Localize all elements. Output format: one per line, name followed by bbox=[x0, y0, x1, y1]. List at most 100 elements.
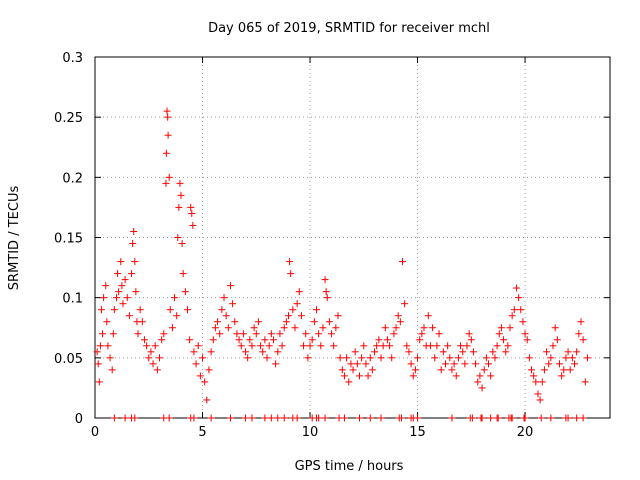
baseline-point bbox=[121, 414, 129, 422]
data-point bbox=[183, 306, 191, 314]
data-point bbox=[375, 336, 383, 344]
data-point bbox=[287, 270, 295, 278]
data-point bbox=[545, 360, 553, 368]
data-point bbox=[117, 258, 125, 266]
data-point bbox=[454, 354, 462, 362]
data-point bbox=[381, 324, 389, 332]
data-point bbox=[439, 348, 447, 356]
data-point bbox=[269, 336, 277, 344]
data-point bbox=[322, 288, 330, 296]
data-point bbox=[442, 360, 450, 368]
data-point bbox=[114, 270, 122, 278]
data-point bbox=[323, 294, 331, 302]
data-point bbox=[282, 318, 290, 326]
data-point bbox=[429, 324, 437, 332]
data-point bbox=[377, 354, 385, 362]
data-point bbox=[437, 366, 445, 374]
data-point bbox=[573, 348, 581, 356]
data-point bbox=[500, 336, 508, 344]
data-point bbox=[517, 306, 525, 314]
data-point bbox=[129, 240, 137, 248]
data-point bbox=[233, 330, 241, 338]
baseline-point bbox=[579, 414, 587, 422]
data-point bbox=[398, 258, 406, 266]
data-point bbox=[216, 330, 224, 338]
data-point bbox=[134, 330, 142, 338]
y-tick-label: 0.2 bbox=[62, 171, 83, 186]
data-point bbox=[175, 203, 183, 211]
data-point bbox=[508, 312, 516, 320]
data-point bbox=[562, 354, 570, 362]
data-point bbox=[297, 312, 305, 320]
baseline-point bbox=[226, 414, 234, 422]
data-point bbox=[168, 324, 176, 332]
data-point bbox=[220, 294, 228, 302]
data-point bbox=[201, 378, 209, 386]
baseline-point bbox=[487, 414, 495, 422]
data-point bbox=[558, 372, 566, 380]
baseline-point bbox=[165, 414, 173, 422]
data-point bbox=[211, 324, 219, 332]
data-point bbox=[392, 324, 400, 332]
data-point bbox=[291, 324, 299, 332]
data-point bbox=[355, 372, 363, 380]
data-point bbox=[340, 372, 348, 380]
data-point bbox=[452, 372, 460, 380]
data-point bbox=[450, 360, 458, 368]
data-point bbox=[411, 366, 419, 374]
data-point bbox=[330, 342, 338, 350]
data-point bbox=[551, 324, 559, 332]
data-point bbox=[138, 318, 146, 326]
data-point bbox=[487, 372, 495, 380]
data-point bbox=[171, 294, 179, 302]
data-point bbox=[95, 378, 103, 386]
data-point bbox=[338, 366, 346, 374]
data-point bbox=[510, 306, 518, 314]
data-point bbox=[239, 330, 247, 338]
data-point bbox=[235, 336, 243, 344]
x-tick-label: 5 bbox=[198, 425, 206, 440]
data-point bbox=[261, 336, 269, 344]
data-point bbox=[536, 396, 544, 404]
data-point bbox=[321, 276, 329, 284]
data-point bbox=[345, 378, 353, 386]
data-point bbox=[358, 354, 366, 362]
data-point bbox=[416, 336, 424, 344]
data-point bbox=[104, 342, 112, 350]
baseline-point bbox=[131, 414, 139, 422]
data-point bbox=[519, 318, 527, 326]
data-point bbox=[549, 342, 557, 350]
data-point bbox=[162, 179, 170, 187]
data-point bbox=[259, 348, 267, 356]
y-tick-label: 0.25 bbox=[54, 111, 83, 126]
data-point bbox=[272, 360, 280, 368]
data-point bbox=[343, 354, 351, 362]
data-point bbox=[226, 282, 234, 290]
data-point bbox=[332, 324, 340, 332]
baseline-point bbox=[537, 414, 545, 422]
data-point bbox=[192, 360, 200, 368]
data-point bbox=[566, 366, 574, 374]
data-point bbox=[188, 209, 196, 217]
baseline-point bbox=[207, 414, 215, 422]
data-point bbox=[244, 354, 252, 362]
data-point bbox=[409, 372, 417, 380]
data-point bbox=[334, 312, 342, 320]
data-point bbox=[224, 324, 232, 332]
data-point bbox=[187, 203, 195, 211]
data-point bbox=[373, 342, 381, 350]
data-point bbox=[174, 234, 182, 241]
data-point bbox=[242, 348, 250, 356]
data-point bbox=[274, 348, 282, 356]
baseline-point bbox=[521, 414, 529, 422]
data-point bbox=[347, 360, 355, 368]
data-point bbox=[525, 354, 533, 362]
baseline-point bbox=[448, 414, 456, 422]
data-point bbox=[99, 330, 107, 338]
data-point bbox=[461, 360, 469, 368]
baseline-point bbox=[564, 414, 572, 422]
data-point bbox=[194, 342, 202, 350]
x-axis-label: GPS time / hours bbox=[295, 459, 404, 474]
baseline-point bbox=[508, 414, 516, 422]
